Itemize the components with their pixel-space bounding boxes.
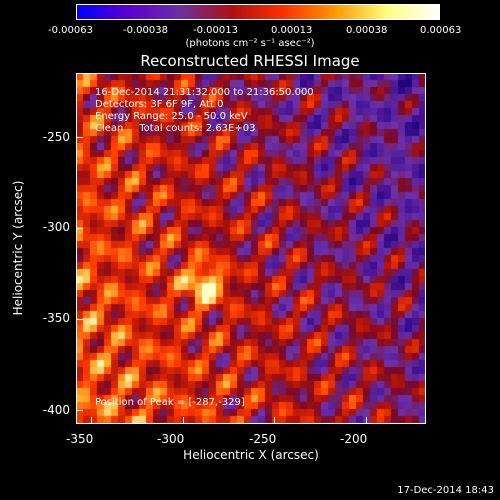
colorbar-unit-label: (photons cm⁻² s⁻¹ asec⁻²): [185, 38, 315, 49]
y-tick-mark: [76, 410, 83, 411]
y-tick-label: -250: [42, 130, 70, 144]
x-tick-mark: [366, 417, 367, 424]
info-clean-counts: Clean Total counts: 2.63E+03: [95, 123, 256, 134]
heatmap-image: [76, 73, 426, 424]
x-axis-label: Heliocentric X (arcsec): [183, 448, 319, 462]
x-tick-label: -300: [157, 432, 185, 446]
info-energy-range: Energy Range: 25.0 - 50.0 keV: [95, 111, 248, 122]
y-tick-mark: [76, 137, 83, 138]
timestamp-footer: 17-Dec-2014 18:43: [397, 485, 494, 496]
image-title: Reconstructed RHESSI Image: [140, 52, 360, 70]
x-tick-label: -200: [340, 432, 368, 446]
y-tick-mark: [76, 228, 83, 229]
colorbar-tick: 0.00038: [346, 25, 388, 36]
info-peak-position: Position of Peak = [-287,-329]: [95, 397, 245, 408]
y-tick-label: -350: [42, 311, 70, 325]
y-tick-label: -300: [42, 220, 70, 234]
x-tick-mark: [274, 417, 275, 424]
colorbar-tick: -0.00038: [123, 25, 168, 36]
colorbar-tick: 0.00013: [271, 25, 313, 36]
colorbar-tick: 0.00063: [420, 25, 462, 36]
colorbar-tick: -0.00013: [193, 25, 238, 36]
image-panel: [76, 73, 426, 424]
colorbar-tick: -0.00063: [48, 25, 93, 36]
x-tick-mark: [183, 417, 184, 424]
x-tick-mark: [91, 417, 92, 424]
info-detectors: Detectors: 3F 6F 9F, Att 0: [95, 99, 224, 110]
x-tick-label: -250: [249, 432, 277, 446]
y-tick-label: -400: [42, 403, 70, 417]
x-tick-label: -350: [66, 432, 94, 446]
info-time-range: 16-Dec-2014 21:31:32.000 to 21:36:50.000: [95, 87, 314, 98]
colorbar: [76, 4, 440, 20]
y-axis-label: Heliocentric Y (arcsec): [11, 180, 25, 316]
y-tick-mark: [76, 319, 83, 320]
